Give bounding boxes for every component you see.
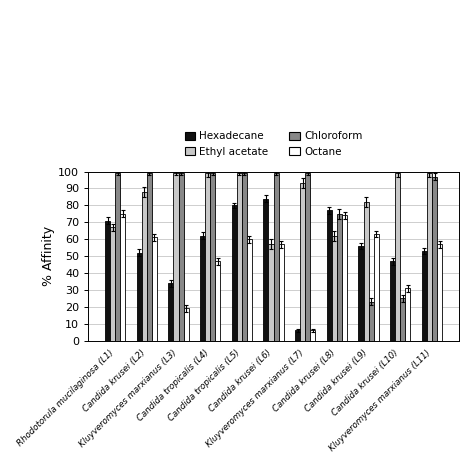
Bar: [120, 214, 125, 341]
Bar: [268, 244, 273, 341]
Bar: [242, 173, 247, 341]
Bar: [300, 183, 305, 341]
Bar: [173, 173, 179, 341]
Bar: [168, 283, 173, 341]
Bar: [205, 173, 210, 341]
Bar: [273, 173, 279, 341]
Bar: [369, 302, 374, 341]
Bar: [364, 202, 369, 341]
Bar: [264, 198, 268, 341]
Bar: [405, 288, 410, 341]
Bar: [342, 215, 347, 341]
Bar: [232, 205, 237, 341]
Bar: [237, 173, 242, 341]
Bar: [183, 308, 189, 341]
Bar: [247, 239, 252, 341]
Bar: [358, 246, 364, 341]
Bar: [295, 330, 300, 341]
Bar: [142, 192, 147, 341]
Bar: [432, 176, 437, 341]
Bar: [390, 261, 395, 341]
Bar: [374, 234, 379, 341]
Bar: [427, 173, 432, 341]
Bar: [152, 237, 157, 341]
Bar: [422, 251, 427, 341]
Bar: [395, 173, 401, 341]
Bar: [327, 211, 332, 341]
Bar: [137, 253, 142, 341]
Bar: [215, 261, 220, 341]
Bar: [210, 173, 215, 341]
Bar: [337, 214, 342, 341]
Bar: [115, 173, 120, 341]
Bar: [279, 244, 284, 341]
Bar: [105, 220, 110, 341]
Bar: [305, 173, 310, 341]
Bar: [147, 173, 152, 341]
Legend: Hexadecane, Ethyl acetate, Chloroform, Octane: Hexadecane, Ethyl acetate, Chloroform, O…: [183, 129, 365, 159]
Bar: [310, 330, 315, 341]
Bar: [200, 236, 205, 341]
Bar: [437, 244, 442, 341]
Bar: [332, 236, 337, 341]
Bar: [401, 298, 405, 341]
Y-axis label: % Affinity: % Affinity: [42, 226, 55, 286]
Bar: [110, 227, 115, 341]
Bar: [179, 173, 183, 341]
